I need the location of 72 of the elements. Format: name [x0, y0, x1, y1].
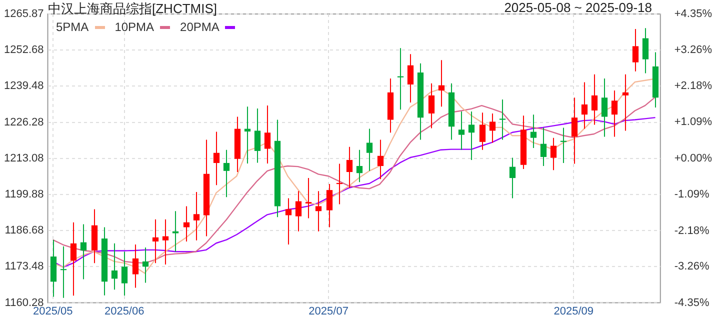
candlestick [162, 218, 169, 265]
candlestick [60, 246, 67, 298]
candlestick [642, 28, 649, 74]
y-tick-label: 1226.28 [4, 116, 44, 128]
y-tick-label: 1199.88 [4, 188, 44, 201]
x-tick-label: 2025/09 [554, 305, 594, 318]
candlestick [254, 108, 261, 164]
candlestick [509, 157, 516, 199]
candlestick [172, 210, 179, 252]
y2-tick-label: +4.35% [674, 8, 712, 20]
candlestick [407, 54, 414, 104]
candlestick [428, 82, 435, 129]
y2-tick-label: +1.09% [674, 116, 712, 128]
y-tick-label: 1213.08 [4, 152, 44, 164]
x-tick-label: 2025/06 [104, 305, 144, 318]
chart-title: 中汉上海商品综指[ZHCTMIS] [48, 0, 217, 18]
candlestick [264, 105, 271, 164]
candlestick [223, 149, 230, 198]
candlestick [611, 90, 618, 138]
candlestick [285, 198, 292, 245]
y2-tick-label: +3.26% [674, 44, 712, 56]
candlestick [152, 218, 159, 264]
candlestick [540, 127, 547, 166]
candlestick [244, 106, 251, 164]
candlestick [356, 149, 363, 183]
y2-tick-label: -2.18% [674, 224, 710, 237]
candlestick [346, 146, 353, 188]
candlestick [121, 251, 128, 296]
y2-tick-label: -4.35% [674, 296, 710, 309]
y-tick-label: 1186.68 [4, 224, 44, 237]
y-tick-label: 1173.48 [4, 260, 44, 273]
candlestick [571, 97, 578, 164]
candlestick [193, 191, 200, 241]
candlestick [468, 111, 475, 160]
candlestick [305, 178, 312, 219]
candlestick [458, 111, 465, 150]
chart-subtitle: 2025-05-08 ~ 2025-09-18 [504, 0, 652, 15]
y-tick-label: 1239.48 [4, 80, 44, 92]
candlestick [142, 246, 149, 284]
candlestick [438, 60, 445, 108]
candlestick [366, 128, 373, 172]
y2-tick-label: -1.09% [674, 188, 710, 201]
candlestick [601, 78, 608, 138]
candlestick [183, 206, 190, 242]
candlestick [295, 190, 302, 232]
candlestick [530, 114, 537, 148]
candlestick [132, 244, 139, 288]
candlestick [581, 82, 588, 130]
candlestick [550, 137, 557, 171]
candlestick [622, 74, 629, 132]
y-tick-label: 1265.87 [4, 8, 44, 20]
candlestick [632, 28, 639, 72]
candlestick [499, 99, 506, 140]
candlestick [591, 74, 598, 126]
candlestick [377, 139, 384, 180]
candlestick [70, 222, 77, 296]
legend-label: 5PMA [56, 20, 89, 34]
y2-tick-label: -3.26% [674, 260, 710, 273]
candlestick [111, 242, 118, 290]
x-tick-label: 2025/07 [308, 305, 348, 318]
y-tick-label: 1252.68 [4, 44, 44, 56]
y2-tick-label: +2.18% [674, 80, 712, 92]
y2-tick-label: +0.00% [674, 152, 712, 164]
candlestick [213, 131, 220, 186]
candlestick [479, 112, 486, 150]
candlestick [80, 224, 87, 280]
candlestick [326, 184, 333, 228]
candlestick [315, 190, 322, 232]
x-tick-label: 2025/05 [32, 305, 73, 318]
legend-label: 20PMA [180, 20, 220, 34]
candlestick [489, 112, 496, 144]
legend-label: 10PMA [114, 20, 154, 34]
